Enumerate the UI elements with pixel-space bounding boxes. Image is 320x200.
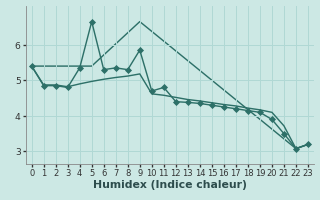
X-axis label: Humidex (Indice chaleur): Humidex (Indice chaleur) <box>93 180 246 190</box>
